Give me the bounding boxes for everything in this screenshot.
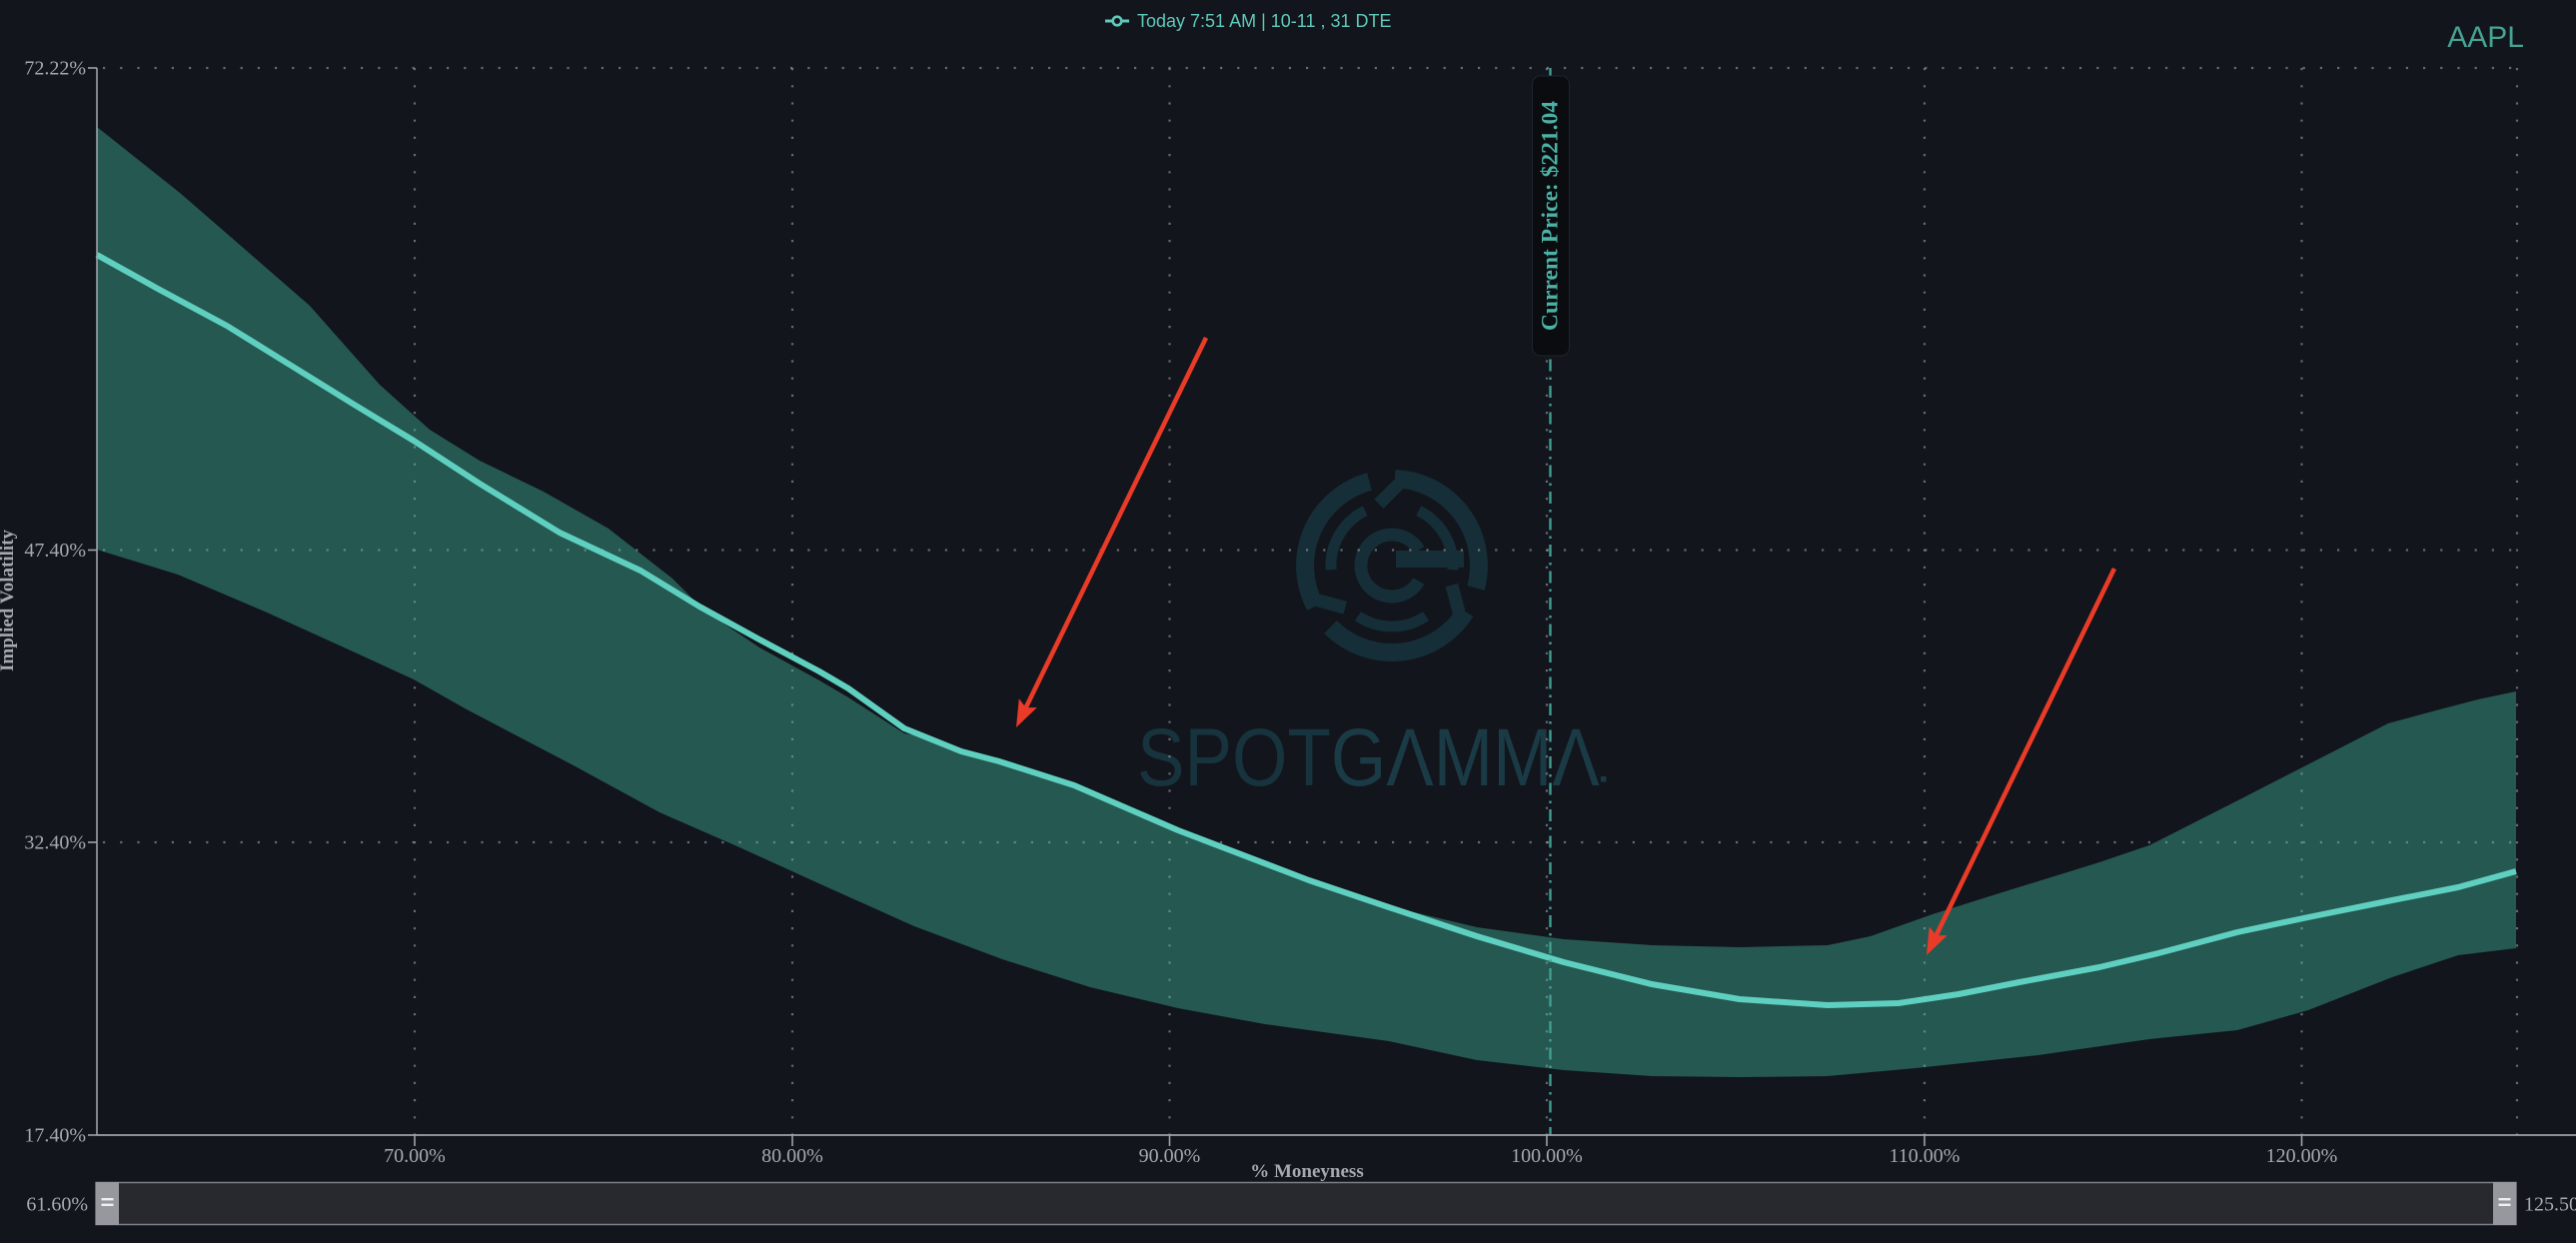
svg-text:Current Price: $221.04: Current Price: $221.04 xyxy=(1538,101,1564,331)
svg-text:AAPL: AAPL xyxy=(2447,21,2524,54)
svg-text:Implied Volatility: Implied Volatility xyxy=(0,530,18,671)
svg-text:120.00%: 120.00% xyxy=(2266,1145,2338,1167)
svg-text:% Moneyness: % Moneyness xyxy=(1250,1161,1363,1182)
svg-text:Today 7:51 AM | 10-11 , 31 DTE: Today 7:51 AM | 10-11 , 31 DTE xyxy=(1137,11,1391,31)
svg-text:125.50%: 125.50% xyxy=(2524,1194,2576,1216)
svg-text:90.00%: 90.00% xyxy=(1139,1145,1201,1167)
svg-text:32.40%: 32.40% xyxy=(24,832,86,854)
svg-text:110.00%: 110.00% xyxy=(1890,1145,1960,1167)
svg-text:SPOTGΛMMΛ: SPOTGΛMMΛ xyxy=(1137,712,1600,803)
svg-text:80.00%: 80.00% xyxy=(761,1145,823,1167)
svg-text:47.40%: 47.40% xyxy=(24,540,86,562)
svg-text:61.60%: 61.60% xyxy=(26,1194,88,1216)
svg-text:70.00%: 70.00% xyxy=(384,1145,446,1167)
svg-text:100.00%: 100.00% xyxy=(1511,1145,1583,1167)
svg-text:17.40%: 17.40% xyxy=(24,1125,86,1147)
svg-text:72.22%: 72.22% xyxy=(24,58,86,80)
